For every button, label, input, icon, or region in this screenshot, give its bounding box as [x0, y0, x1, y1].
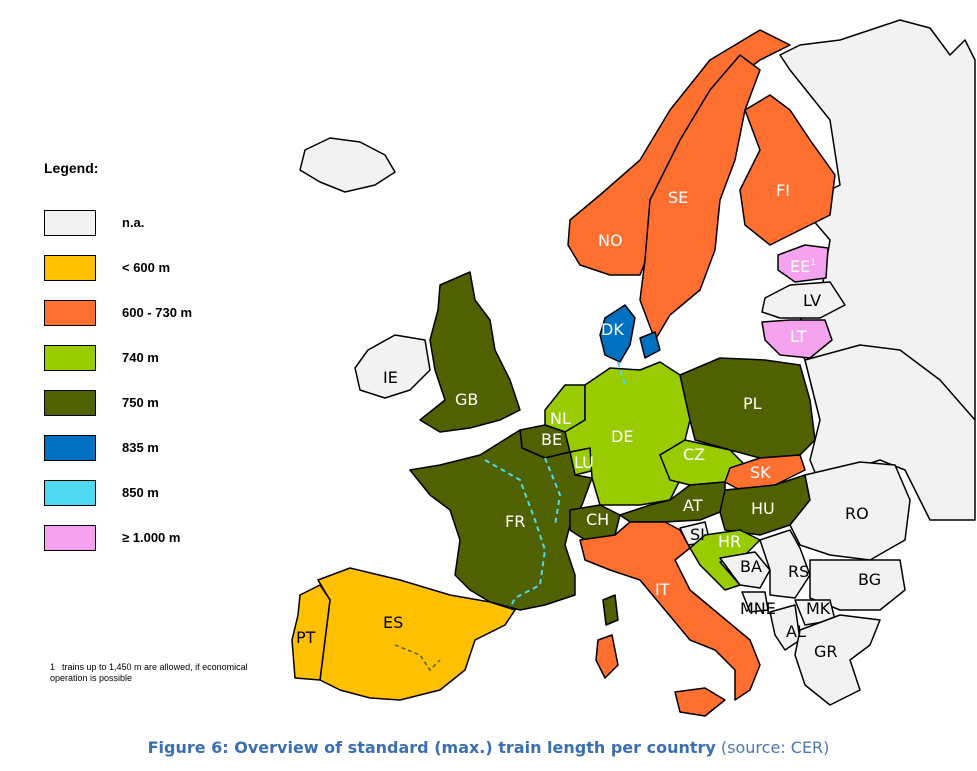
country-gr — [794, 614, 881, 706]
footnote: 1 trains up to 1,450 m are allowed, if ec… — [50, 662, 280, 684]
label-ee: EE1 — [790, 257, 816, 276]
label-fi: FI — [776, 181, 790, 200]
country-mne — [741, 591, 769, 613]
legend-title: Legend: — [44, 160, 99, 176]
country-dk-islands — [639, 331, 661, 359]
country-al — [769, 604, 801, 651]
label-cz: CZ — [683, 445, 705, 464]
label-al: AL — [786, 622, 806, 641]
country-se — [639, 54, 761, 341]
country-fi — [739, 94, 836, 246]
rail-corridor-es — [394, 644, 441, 672]
label-lu: LU — [574, 453, 594, 472]
label-se: SE — [668, 188, 688, 207]
label-ba: BA — [740, 557, 762, 576]
legend-label: 835 m — [122, 440, 159, 455]
label-de: DE — [611, 427, 633, 446]
label-hu: HU — [751, 499, 775, 518]
figure-caption: Figure 6: Overview of standard (max.) tr… — [0, 738, 977, 757]
label-be: BE — [541, 430, 562, 449]
footnote-number: 1 — [50, 662, 56, 672]
legend-swatch — [44, 389, 96, 416]
legend-swatch — [44, 209, 96, 236]
label-no: NO — [598, 231, 623, 250]
legend-label: 600 - 730 m — [122, 305, 193, 320]
label-lt: LT — [790, 327, 807, 346]
country-rs — [759, 529, 811, 599]
legend-swatch — [44, 434, 96, 461]
legend-label: < 600 m — [122, 260, 171, 275]
label-lv: LV — [803, 291, 821, 310]
country-ee — [777, 244, 829, 283]
legend-swatch — [44, 479, 96, 506]
label-at: AT — [683, 496, 703, 515]
rail-corridor-fr — [484, 459, 547, 609]
label-dk: DK — [601, 320, 624, 339]
label-nl: NL — [550, 409, 571, 428]
label-si: SI — [690, 525, 705, 544]
label-ch: CH — [586, 510, 609, 529]
country-is — [299, 137, 396, 193]
legend-label: n.a. — [122, 215, 145, 230]
country-fr — [409, 429, 593, 611]
country-corsica — [602, 594, 619, 626]
label-pt: PT — [296, 628, 316, 647]
country-it — [579, 521, 761, 701]
footnote-text: trains up to 1,450 m are allowed, if eco… — [50, 662, 248, 683]
caption-title: Figure 6: Overview of standard (max.) tr… — [147, 738, 716, 757]
legend-item: 750 m — [44, 380, 284, 425]
country-ie — [354, 334, 431, 399]
legend: Legend: n.a. < 600 m 600 - 730 m 740 m 750 m… — [44, 160, 284, 560]
label-sk: SK — [750, 463, 771, 482]
label-gr: GR — [814, 642, 838, 661]
legend-label: 740 m — [122, 350, 159, 365]
label-it: IT — [655, 580, 670, 599]
legend-swatch — [44, 254, 96, 281]
country-sk — [724, 454, 806, 491]
legend-item: 850 m — [44, 470, 284, 515]
country-de — [564, 361, 691, 506]
label-gb: GB — [455, 390, 478, 409]
country-pt — [291, 584, 331, 681]
label-ie: IE — [383, 368, 398, 387]
legend-item: n.a. — [44, 200, 284, 245]
label-pl: PL — [743, 394, 762, 413]
label-ro: RO — [845, 504, 869, 523]
country-ba — [719, 551, 771, 589]
legend-item: 835 m — [44, 425, 284, 470]
country-it-sicily — [674, 687, 726, 717]
label-hr: HR — [718, 532, 741, 551]
legend-label: 850 m — [122, 485, 159, 500]
label-mk: MK — [806, 599, 831, 618]
label-rs: RS — [788, 562, 809, 581]
country-lv — [761, 281, 846, 319]
caption-source: (source: CER) — [715, 738, 830, 757]
legend-item: ≥ 1.000 m — [44, 515, 284, 560]
country-east — [804, 344, 976, 521]
legend-swatch — [44, 299, 96, 326]
legend-label: 750 m — [122, 395, 159, 410]
country-lt — [761, 319, 833, 359]
rail-corridor-de — [617, 361, 626, 386]
label-fr: FR — [505, 512, 525, 531]
country-dk — [599, 304, 636, 363]
country-it-sardinia — [595, 634, 619, 679]
label-mne: MNE — [740, 599, 776, 618]
legend-swatch — [44, 344, 96, 371]
legend-label: ≥ 1.000 m — [122, 530, 181, 545]
rail-corridor-fr-east — [544, 457, 562, 526]
label-es: ES — [383, 613, 403, 632]
legend-item: 600 - 730 m — [44, 290, 284, 335]
legend-item: 740 m — [44, 335, 284, 380]
country-pl — [679, 357, 816, 459]
label-bg: BG — [858, 570, 881, 589]
country-gb — [419, 271, 521, 433]
legend-swatch — [44, 524, 96, 551]
legend-item: < 600 m — [44, 245, 284, 290]
